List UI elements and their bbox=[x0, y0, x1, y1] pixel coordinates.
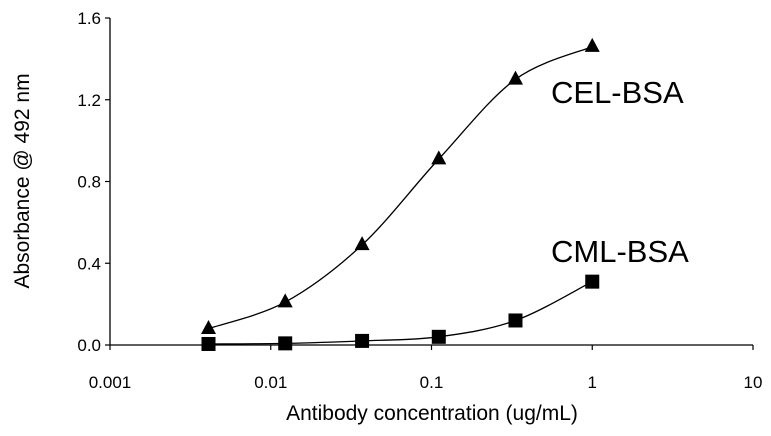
y-tick-label: 0.4 bbox=[77, 254, 101, 273]
x-axis-title: Antibody concentration (ug/mL) bbox=[286, 402, 578, 425]
series-labels: CEL-BSA CML-BSA bbox=[551, 75, 689, 269]
cml-bsa-label: CML-BSA bbox=[551, 234, 689, 269]
cml-bsa-line bbox=[208, 281, 593, 345]
cml-bsa-point bbox=[431, 329, 446, 344]
cml-bsa-point bbox=[201, 336, 216, 351]
cel-bsa-point bbox=[277, 293, 293, 308]
cel-bsa-point bbox=[354, 236, 370, 251]
y-axis-title: Absorbance @ 492 nm bbox=[11, 73, 34, 288]
cml-bsa-point bbox=[278, 336, 293, 351]
x-tick-label: 0.001 bbox=[89, 373, 132, 392]
cml-bsa-point bbox=[585, 274, 600, 289]
y-tick-label: 1.6 bbox=[77, 9, 101, 28]
cel-bsa-point bbox=[431, 150, 447, 165]
cel-bsa-line bbox=[208, 46, 593, 330]
series-lines bbox=[208, 46, 593, 345]
axes: 0.0 0.4 0.8 1.2 1.6 0.001 0.01 0.1 1 10 bbox=[77, 9, 762, 392]
cel-bsa-label: CEL-BSA bbox=[551, 75, 684, 110]
cel-bsa-point bbox=[584, 37, 600, 52]
x-tick-label: 0.01 bbox=[254, 373, 287, 392]
cml-bsa-point bbox=[508, 313, 523, 328]
cel-bsa-point bbox=[507, 70, 523, 85]
x-tick-label: 0.1 bbox=[420, 373, 444, 392]
y-tick-label: 0.0 bbox=[77, 336, 101, 355]
y-tick-label: 1.2 bbox=[77, 91, 101, 110]
cel-bsa-point bbox=[201, 319, 217, 334]
x-tick-label: 1 bbox=[588, 373, 597, 392]
cml-bsa-point bbox=[355, 333, 370, 348]
x-tick-label: 10 bbox=[744, 373, 763, 392]
series-markers bbox=[201, 37, 600, 351]
y-tick-label: 0.8 bbox=[77, 173, 101, 192]
